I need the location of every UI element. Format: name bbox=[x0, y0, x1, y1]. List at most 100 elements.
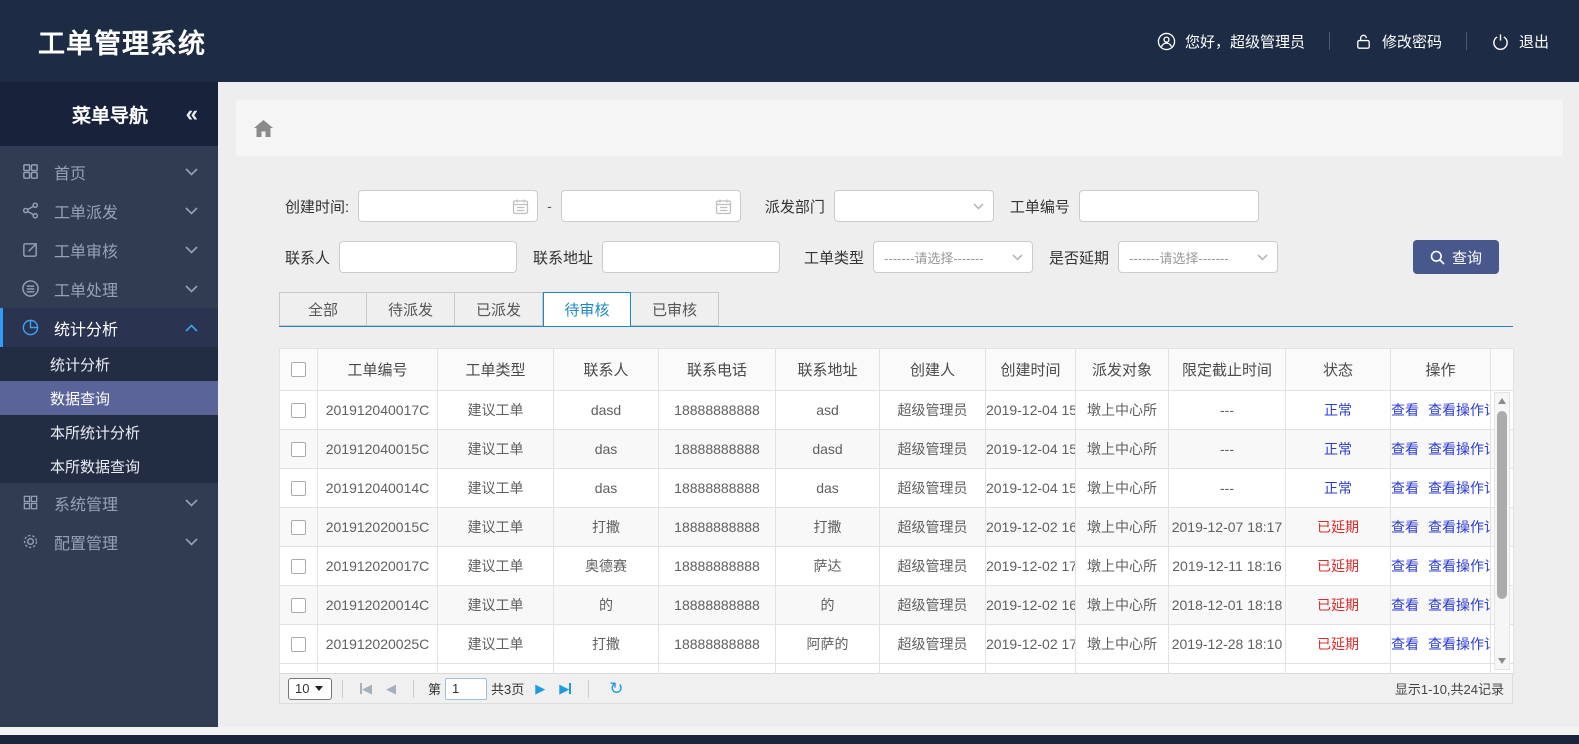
view-log-link[interactable]: 查看操作记录 bbox=[1428, 636, 1490, 652]
scrollbar-thumb[interactable] bbox=[1497, 411, 1507, 599]
partial-cell bbox=[985, 663, 1076, 674]
sidebar-item-statistics[interactable]: 统计分析 bbox=[0, 308, 218, 347]
cell-creator: 超级管理员 bbox=[879, 585, 986, 625]
create-time-end-input[interactable] bbox=[560, 190, 741, 222]
view-link[interactable]: 查看 bbox=[1391, 402, 1420, 418]
view-link[interactable]: 查看 bbox=[1391, 441, 1420, 457]
row-checkbox[interactable] bbox=[291, 480, 306, 496]
submenu-item-branch-statistics[interactable]: 本所统计分析 bbox=[50, 424, 141, 442]
address-input[interactable] bbox=[602, 241, 781, 273]
change-password-button[interactable]: 修改密码 bbox=[1354, 31, 1442, 52]
submenu-item-branch-data-query[interactable]: 本所数据查询 bbox=[50, 458, 141, 476]
row-select-cell bbox=[279, 624, 318, 664]
cell-created: 2019-12-02 17 bbox=[985, 546, 1076, 586]
page-number-input[interactable] bbox=[445, 677, 488, 700]
cell-deadline: 2019-12-28 18:10 bbox=[1168, 624, 1286, 664]
caret-down-icon bbox=[315, 686, 324, 691]
search-button[interactable]: 查询 bbox=[1412, 240, 1499, 274]
tab-all[interactable]: 全部 bbox=[279, 292, 367, 326]
logout-button[interactable]: 退出 bbox=[1491, 31, 1549, 52]
create-time-start-input[interactable] bbox=[358, 190, 539, 222]
view-log-link[interactable]: 查看操作记录 bbox=[1428, 558, 1490, 574]
row-checkbox[interactable] bbox=[291, 402, 306, 418]
row-checkbox[interactable] bbox=[291, 441, 306, 457]
first-page-button[interactable]: ◀ bbox=[360, 681, 372, 696]
cell-order_no: 201912040014C bbox=[317, 468, 438, 508]
row-checkbox[interactable] bbox=[291, 519, 306, 535]
greeting-text: 您好，超级管理员 bbox=[1184, 33, 1305, 51]
view-log-link[interactable]: 查看操作记录 bbox=[1428, 441, 1490, 457]
tab-to-dispatch[interactable]: 待派发 bbox=[367, 292, 455, 326]
work-order-table: 工单编号 工单类型 联系人 联系电话 联系地址 创建人 创建时间 派发对象 限定截止时间 状态 操作… bbox=[279, 348, 1514, 674]
column-header-0: 工单编号 bbox=[317, 348, 438, 391]
cell-creator: 超级管理员 bbox=[879, 546, 986, 586]
view-log-link[interactable]: 查看操作记录 bbox=[1428, 597, 1490, 613]
prev-page-button[interactable]: ◀ bbox=[386, 681, 396, 696]
cell-created: 2019-12-04 15 bbox=[985, 390, 1076, 430]
cell-phone: 18888888888 bbox=[658, 390, 776, 430]
row-checkbox[interactable] bbox=[291, 558, 306, 574]
sidebar-item-label: 系统管理 bbox=[54, 496, 119, 514]
cell-target: 墩上中心所 bbox=[1075, 546, 1169, 586]
user-greeting[interactable]: 您好，超级管理员 bbox=[1157, 31, 1305, 52]
partial-row bbox=[279, 663, 1514, 674]
cell-status: 正常 bbox=[1285, 468, 1391, 508]
header-right: 您好，超级管理员 修改密码 退出 bbox=[1157, 31, 1549, 52]
delay-label: 是否延期 bbox=[1049, 249, 1110, 267]
edit-icon bbox=[23, 242, 38, 257]
gear-icon bbox=[23, 534, 38, 549]
table-scrollbar[interactable] bbox=[1494, 392, 1510, 670]
sidebar-item-config[interactable]: 配置管理 bbox=[0, 522, 218, 561]
last-page-button[interactable]: ▶ bbox=[559, 681, 572, 696]
sidebar-item-home[interactable]: 首页 bbox=[0, 152, 218, 191]
table-row: 201912020014C 建议工单的 18888888888 的超级管理员 2019-… bbox=[279, 585, 1514, 625]
refresh-icon[interactable]: ↻ bbox=[609, 679, 624, 698]
scroll-down-icon[interactable] bbox=[1495, 655, 1509, 667]
cell-creator: 超级管理员 bbox=[879, 507, 986, 547]
view-link[interactable]: 查看 bbox=[1391, 558, 1420, 574]
tab-dispatched[interactable]: 已派发 bbox=[455, 292, 543, 326]
tab-to-review[interactable]: 待审核 bbox=[543, 292, 631, 327]
select-all-checkbox[interactable] bbox=[291, 362, 306, 377]
calendar-icon bbox=[513, 199, 529, 215]
view-log-link[interactable]: 查看操作记录 bbox=[1428, 402, 1490, 418]
cell-order_no: 201912020015C bbox=[317, 507, 438, 547]
share-icon bbox=[22, 202, 39, 219]
next-page-button[interactable]: ▶ bbox=[535, 681, 546, 696]
view-log-link[interactable]: 查看操作记录 bbox=[1428, 480, 1490, 496]
dispatch-dept-select[interactable] bbox=[833, 190, 994, 222]
sidebar-item-system[interactable]: 系统管理 bbox=[0, 483, 218, 522]
cell-address: 萨达 bbox=[775, 546, 880, 586]
cell-contact: das bbox=[553, 429, 659, 469]
cell-contact: 打撒 bbox=[553, 624, 659, 664]
cell-phone: 18888888888 bbox=[658, 429, 776, 469]
sidebar-item-process[interactable]: 工单处理 bbox=[0, 269, 218, 308]
pie-chart-icon bbox=[22, 319, 39, 336]
order-type-select[interactable]: -------请选择------- bbox=[873, 241, 1034, 273]
tab-reviewed[interactable]: 已审核 bbox=[631, 292, 719, 326]
submenu-item-statistics[interactable]: 统计分析 bbox=[50, 356, 111, 374]
view-link[interactable]: 查看 bbox=[1391, 636, 1420, 652]
column-header-1: 工单类型 bbox=[437, 348, 554, 391]
sidebar-item-review[interactable]: 工单审核 bbox=[0, 230, 218, 269]
delay-select[interactable]: -------请选择------- bbox=[1118, 241, 1279, 273]
sidebar-item-dispatch[interactable]: 工单派发 bbox=[0, 191, 218, 230]
partial-cell bbox=[1390, 663, 1491, 674]
sidebar-collapse-icon[interactable]: « bbox=[185, 101, 198, 126]
select-all-cell bbox=[279, 348, 318, 391]
chevron-down-icon bbox=[185, 206, 198, 215]
row-select-cell bbox=[279, 468, 318, 508]
view-link[interactable]: 查看 bbox=[1391, 519, 1420, 535]
submenu-item-data-query[interactable]: 数据查询 bbox=[0, 381, 218, 415]
view-link[interactable]: 查看 bbox=[1391, 480, 1420, 496]
partial-cell bbox=[879, 663, 986, 674]
view-link[interactable]: 查看 bbox=[1391, 597, 1420, 613]
page-size-select[interactable]: 10 bbox=[288, 677, 332, 700]
contact-input[interactable] bbox=[339, 241, 518, 273]
row-checkbox[interactable] bbox=[291, 636, 306, 652]
view-log-link[interactable]: 查看操作记录 bbox=[1428, 519, 1490, 535]
home-icon[interactable] bbox=[253, 119, 274, 138]
row-checkbox[interactable] bbox=[291, 597, 306, 613]
scroll-up-icon[interactable] bbox=[1495, 395, 1509, 407]
order-no-input[interactable] bbox=[1078, 190, 1259, 222]
